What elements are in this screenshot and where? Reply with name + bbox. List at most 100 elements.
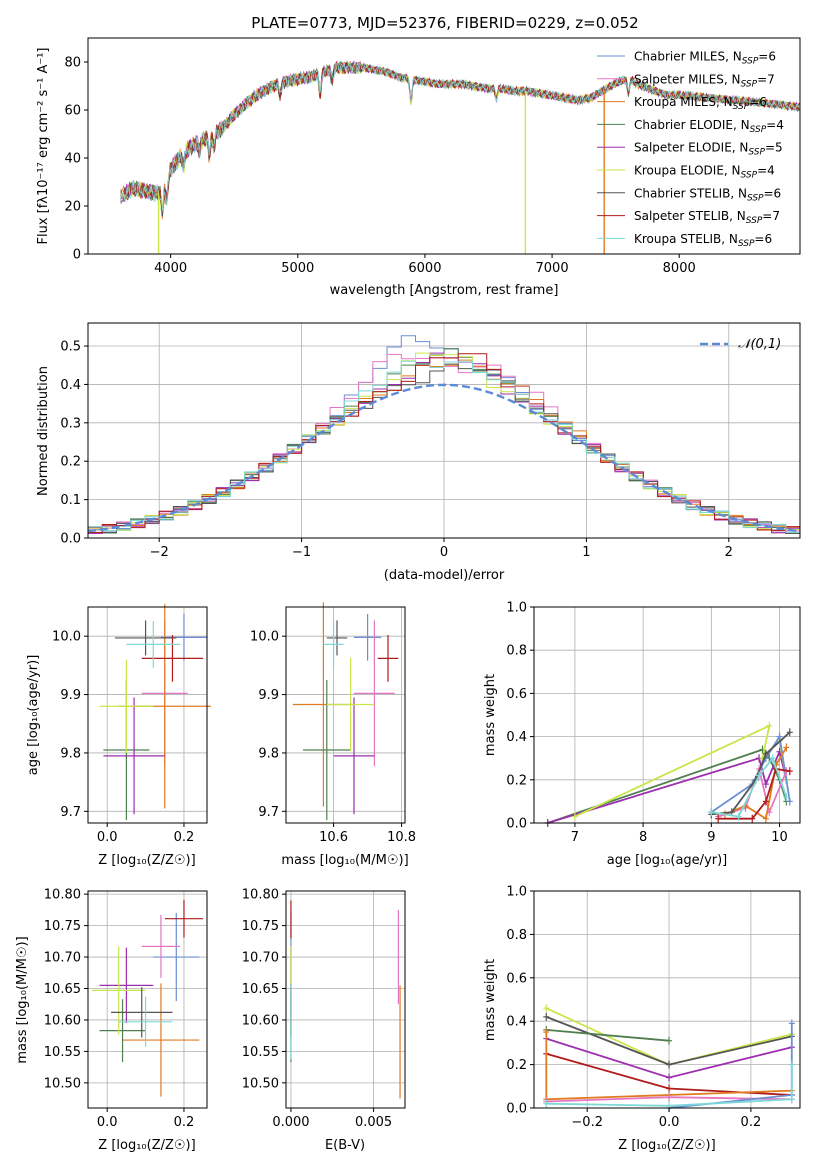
y-tick-label: 0.0	[60, 532, 81, 547]
x-tick-label: 10.6	[319, 830, 348, 845]
x-tick-label: 10.8	[387, 830, 416, 845]
y-tick-label: 80	[64, 56, 81, 71]
mass-vs-z-panel: 0.0 0.2 10.50 10.55 10.60 10.65 10.70 10.75 10.8…	[15, 888, 208, 1153]
spectrum-title: PLATE=0773, MJD=52376, FIBERID=0229, z=0…	[251, 14, 638, 32]
errorbar-point	[303, 679, 351, 821]
x-tick-label: 2	[725, 545, 733, 560]
y-tick-label: 0.3	[60, 416, 81, 431]
massweight-marker	[735, 812, 742, 821]
errorbar-point	[103, 697, 165, 815]
massweight-series-line	[668, 1023, 793, 1109]
y-tick-label: 9.8	[60, 746, 81, 761]
mass-vs-z-ylabel: mass [log₁₀(M/M☉)]	[15, 936, 30, 1063]
legend-entry: Chabrier ELODIE, NSSP=4	[634, 118, 784, 135]
y-tick-label: 9.8	[258, 746, 279, 761]
legend-entry: 𝒩(0,1)	[738, 337, 781, 352]
x-tick-label: 0.005	[355, 1115, 392, 1130]
y-tick-label: 10.50	[44, 1076, 81, 1091]
residuals-legend: 𝒩(0,1)	[700, 337, 781, 352]
legend-entry: Chabrier STELIB, NSSP=6	[634, 186, 781, 203]
massweight-vs-z-xlabel: Z [log₁₀(Z/Z☉)]	[618, 1138, 715, 1153]
y-tick-label: 0.2	[60, 455, 81, 470]
age-vs-z-panel: 0.0 0.2 9.7 9.8 9.9 10.0 Z [log₁₀(Z/Z☉)] age …	[26, 604, 211, 868]
massweight-marker	[786, 797, 793, 806]
massweight-marker	[762, 749, 769, 758]
massweight-vs-age-ylabel: mass weight	[483, 674, 498, 756]
y-tick-label: 0.8	[506, 928, 527, 943]
massweight-marker	[543, 1028, 550, 1037]
massweight-marker	[708, 808, 715, 817]
errorbar-point	[354, 620, 395, 767]
x-tick-label: 6000	[408, 261, 441, 276]
y-tick-label: 0.0	[506, 1102, 527, 1117]
y-tick-label: 10.75	[242, 919, 279, 934]
y-tick-label: 10.55	[44, 1045, 81, 1060]
spectrum-series-line	[120, 61, 800, 215]
age-vs-z-xlabel: Z [log₁₀(Z/Z☉)]	[98, 853, 195, 868]
y-tick-label: 10.60	[44, 1013, 81, 1028]
x-tick-label: 5000	[281, 261, 314, 276]
x-tick-label: 0.2	[174, 830, 195, 845]
massweight-marker	[766, 721, 773, 730]
y-tick-label: 0.6	[506, 971, 527, 986]
y-tick-label: 20	[64, 200, 81, 215]
spectrum-series-line	[120, 60, 800, 213]
legend-entry: Salpeter STELIB, NSSP=7	[634, 209, 780, 226]
massweight-marker	[769, 754, 776, 763]
x-tick-label: 0	[440, 545, 448, 560]
legend-entry: Salpeter MILES, NSSP=7	[634, 72, 775, 89]
spectrum-panel: PLATE=0773, MJD=52376, FIBERID=0229, z=0…	[36, 14, 801, 298]
errorbar-point	[153, 913, 200, 1002]
mass-vs-z-xlabel: Z [log₁₀(Z/Z☉)]	[98, 1138, 195, 1153]
massweight-marker	[762, 797, 769, 806]
normal-curve	[87, 383, 798, 533]
y-tick-label: 1.0	[506, 601, 527, 616]
y-tick-label: 1.0	[506, 885, 527, 900]
y-tick-label: 10.60	[242, 1013, 279, 1028]
errorbar-point	[164, 899, 204, 938]
errorbar-point	[114, 620, 177, 656]
massweight-marker	[788, 1060, 795, 1069]
massweight-marker	[666, 1093, 673, 1102]
massweight-marker	[762, 814, 769, 823]
x-tick-label: −0.2	[571, 1115, 603, 1130]
age-vs-mass-xlabel: mass [log₁₀(M/M☉)]	[281, 853, 408, 868]
y-tick-label: 0.5	[60, 340, 81, 355]
errorbar-point	[377, 635, 399, 682]
massweight-marker	[783, 743, 790, 752]
residuals-ylabel: Normed distribution	[36, 366, 51, 496]
x-tick-label: 10	[771, 830, 788, 845]
mass-vs-ebv-xlabel: E(B-V)	[325, 1138, 365, 1153]
x-tick-label: 0.0	[659, 1115, 680, 1130]
y-tick-label: 0.4	[60, 378, 81, 393]
errorbar-point	[99, 659, 154, 753]
massweight-vs-z-panel: −0.2 0.0 0.2 0.0 0.2 0.4 0.6 0.8 1.0 Z [log₁₀(Z/…	[483, 885, 801, 1153]
massweight-marker	[543, 1099, 550, 1108]
massweight-marker	[666, 1073, 673, 1082]
errorbar-point	[333, 697, 375, 815]
y-tick-label: 10.70	[242, 951, 279, 966]
errorbar-point	[122, 983, 200, 1097]
x-tick-label: 4000	[154, 261, 187, 276]
x-tick-label: 7	[571, 830, 579, 845]
legend-entry: Salpeter ELODIE, NSSP=5	[634, 141, 783, 158]
y-tick-label: 0.8	[506, 644, 527, 659]
residuals-xlabel: (data-model)/error	[384, 568, 505, 583]
errorbar-point	[354, 614, 382, 661]
x-tick-label: 0.0	[97, 1115, 118, 1130]
massweight-marker	[543, 1004, 550, 1013]
y-tick-label: 60	[64, 104, 81, 119]
y-tick-label: 10.50	[242, 1076, 279, 1091]
y-tick-label: 0.6	[506, 687, 527, 702]
x-tick-label: −1	[292, 545, 311, 560]
errorbar-point	[111, 987, 173, 1038]
x-tick-label: 1	[582, 545, 590, 560]
errorbar-point	[126, 621, 181, 668]
age-vs-mass-panel: 10.6 10.8 9.7 9.8 9.9 10.0 mass [log₁₀(M/M☉)]	[250, 602, 416, 868]
errorbar-point	[141, 635, 204, 682]
y-tick-label: 0.4	[506, 1015, 527, 1030]
massweight-marker	[756, 771, 763, 780]
errorbar-point	[141, 914, 181, 978]
spectrum-series-line	[120, 61, 800, 212]
